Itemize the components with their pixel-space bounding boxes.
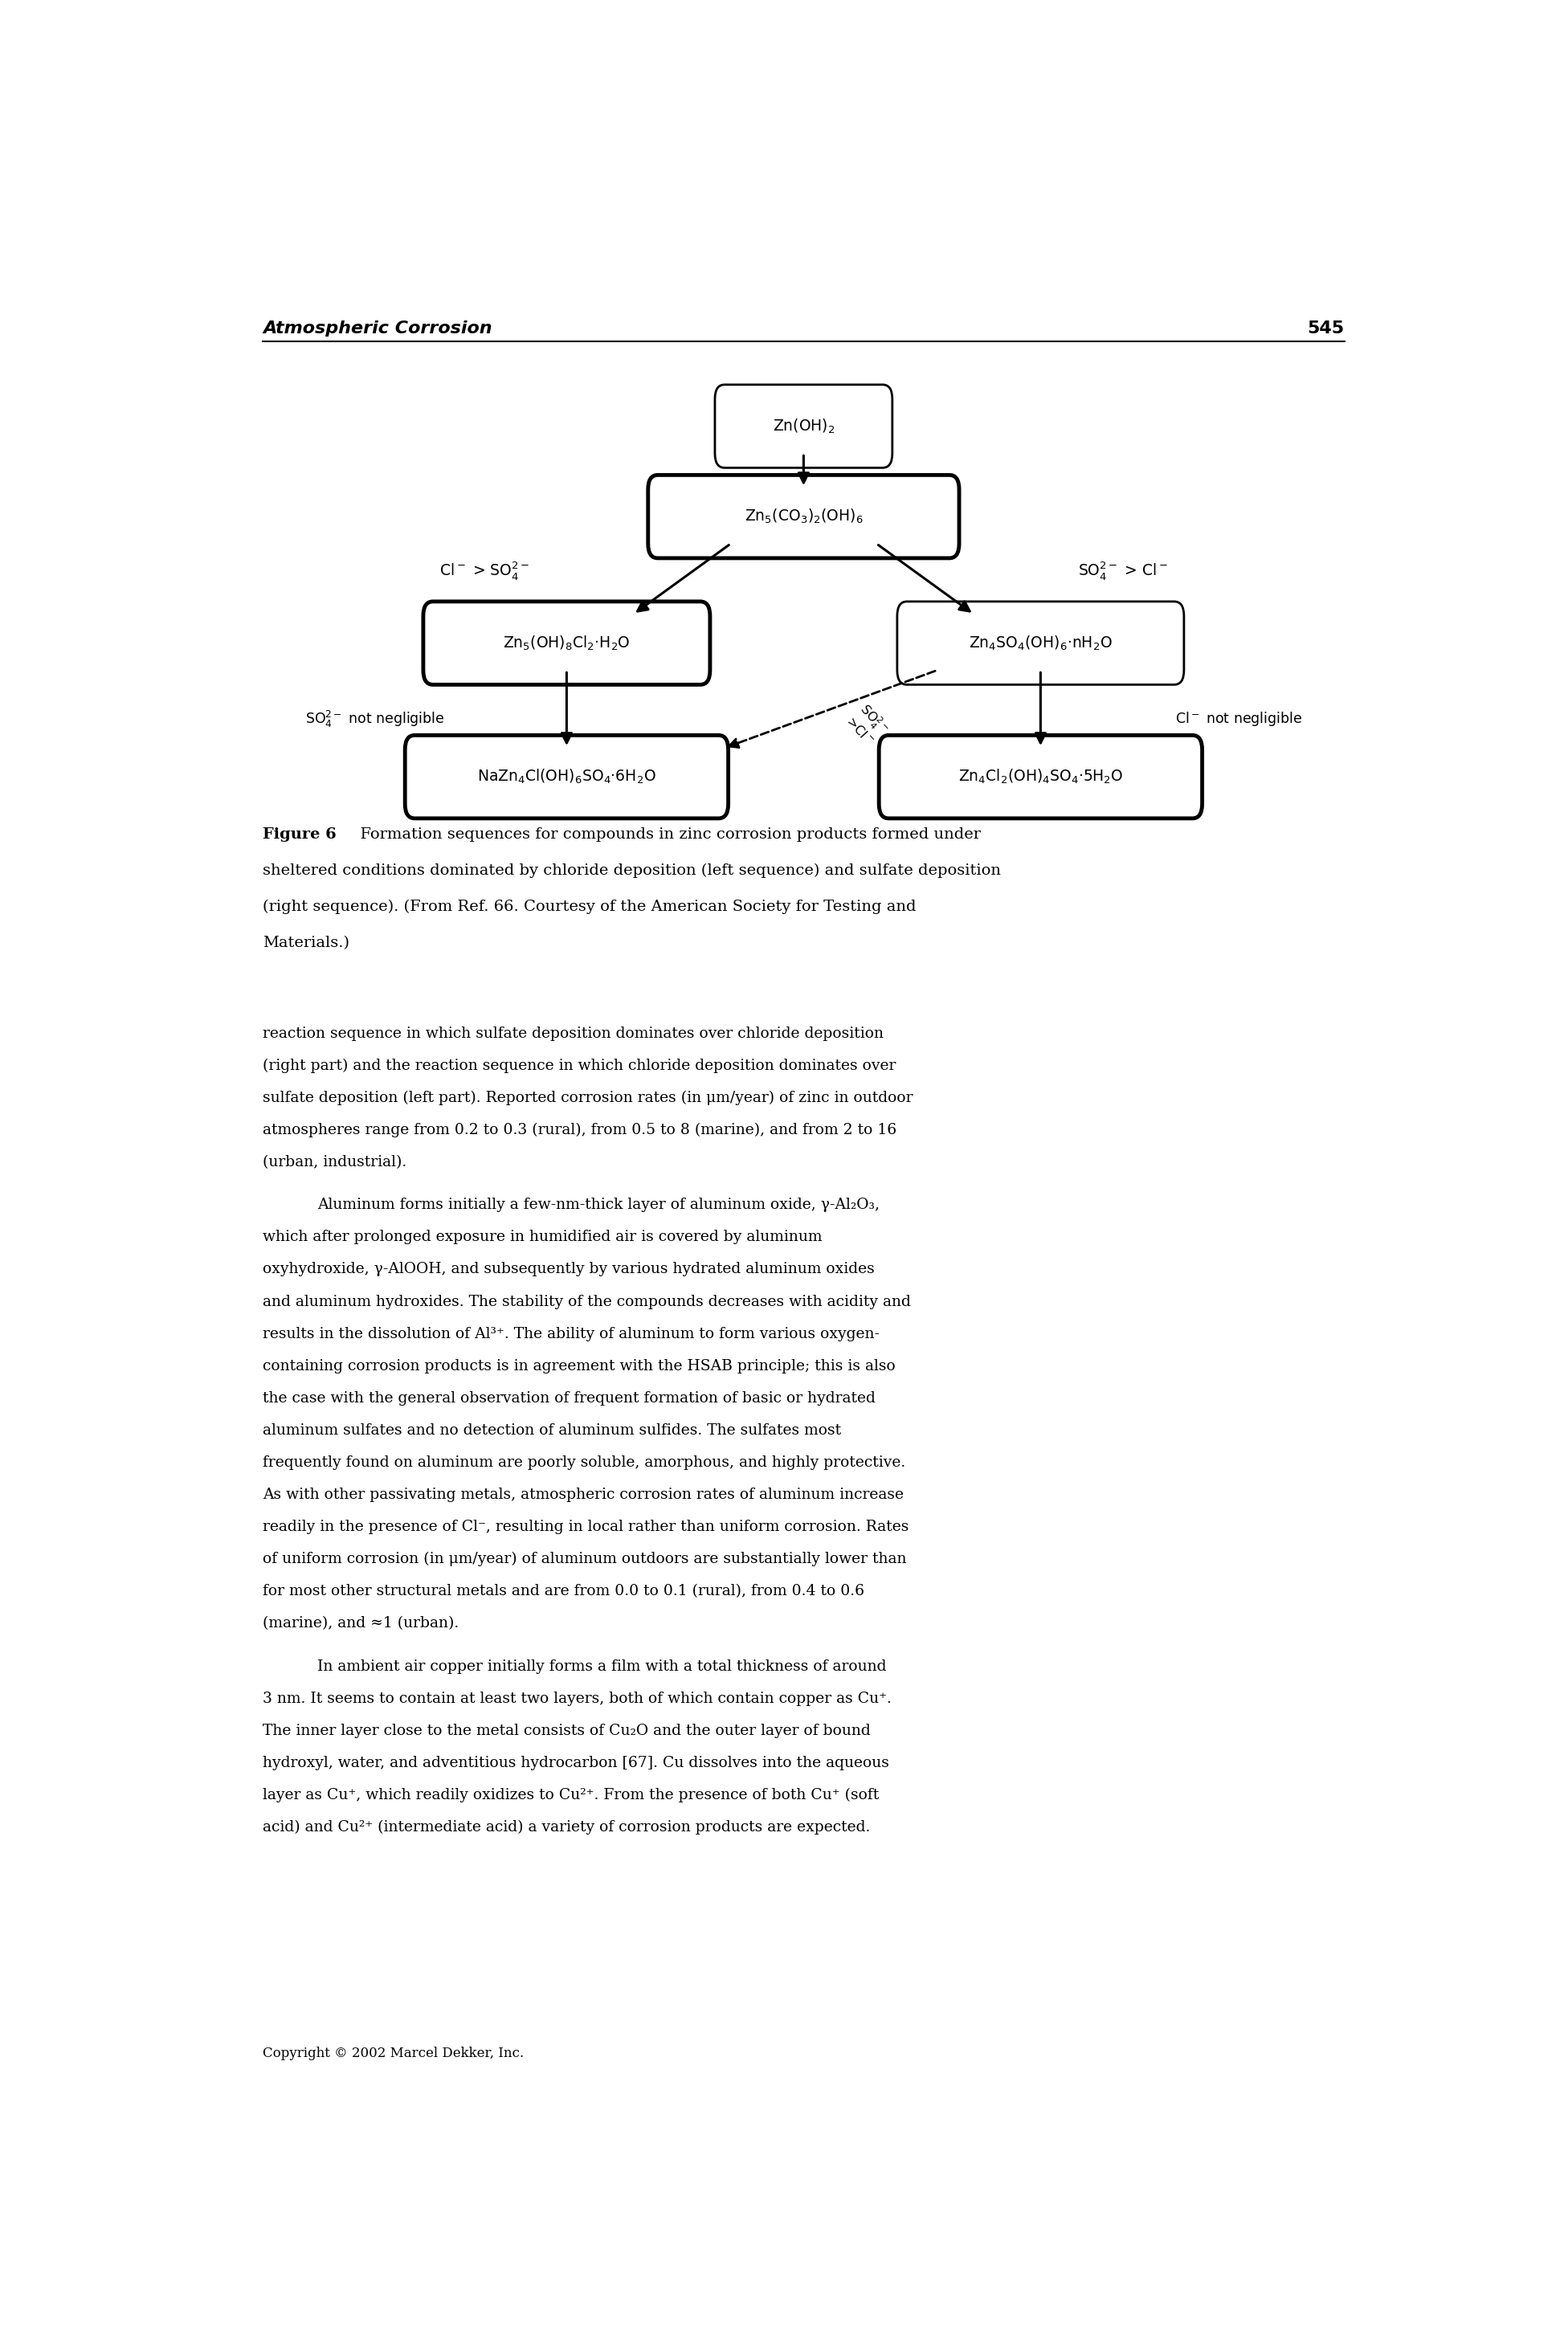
Text: Formation sequences for compounds in zinc corrosion products formed under: Formation sequences for compounds in zin…	[350, 828, 982, 843]
Text: and aluminum hydroxides. The stability of the compounds decreases with acidity a: and aluminum hydroxides. The stability o…	[263, 1296, 911, 1310]
Text: Cl$^-$ > SO$_4^{2-}$: Cl$^-$ > SO$_4^{2-}$	[439, 561, 528, 582]
Text: frequently found on aluminum are poorly soluble, amorphous, and highly protectiv: frequently found on aluminum are poorly …	[263, 1455, 906, 1469]
Text: aluminum sulfates and no detection of aluminum sulfides. The sulfates most: aluminum sulfates and no detection of al…	[263, 1422, 842, 1436]
Text: which after prolonged exposure in humidified air is covered by aluminum: which after prolonged exposure in humidi…	[263, 1230, 822, 1244]
FancyBboxPatch shape	[423, 601, 710, 685]
Text: 3 nm. It seems to contain at least two layers, both of which contain copper as C: 3 nm. It seems to contain at least two l…	[263, 1692, 892, 1706]
Text: Zn$_4$SO$_4$(OH)$_6$·nH$_2$O: Zn$_4$SO$_4$(OH)$_6$·nH$_2$O	[969, 634, 1112, 652]
Text: containing corrosion products is in agreement with the HSAB principle; this is a: containing corrosion products is in agre…	[263, 1359, 895, 1373]
Text: atmospheres range from 0.2 to 0.3 (rural), from 0.5 to 8 (marine), and from 2 to: atmospheres range from 0.2 to 0.3 (rural…	[263, 1122, 897, 1138]
Text: Zn$_4$Cl$_2$(OH)$_4$SO$_4$·5H$_2$O: Zn$_4$Cl$_2$(OH)$_4$SO$_4$·5H$_2$O	[958, 767, 1123, 786]
Text: (marine), and ≈1 (urban).: (marine), and ≈1 (urban).	[263, 1617, 459, 1631]
Text: oxyhydroxide, γ-AlOOH, and subsequently by various hydrated aluminum oxides: oxyhydroxide, γ-AlOOH, and subsequently …	[263, 1263, 875, 1277]
Text: Atmospheric Corrosion: Atmospheric Corrosion	[263, 322, 492, 336]
Text: SO$_4^{2-}$ > Cl$^-$: SO$_4^{2-}$ > Cl$^-$	[1079, 561, 1168, 582]
Text: Zn(OH)$_2$: Zn(OH)$_2$	[773, 418, 834, 434]
Text: of uniform corrosion (in μm/year) of aluminum outdoors are substantially lower t: of uniform corrosion (in μm/year) of alu…	[263, 1551, 906, 1565]
Text: Zn$_5$(CO$_3$)$_2$(OH)$_6$: Zn$_5$(CO$_3$)$_2$(OH)$_6$	[745, 507, 862, 526]
Text: (right part) and the reaction sequence in which chloride deposition dominates ov: (right part) and the reaction sequence i…	[263, 1058, 897, 1073]
Text: The inner layer close to the metal consists of Cu₂O and the outer layer of bound: The inner layer close to the metal consi…	[263, 1723, 870, 1737]
Text: Cl$^-$ not negligible: Cl$^-$ not negligible	[1174, 711, 1301, 728]
Text: sulfate deposition (left part). Reported corrosion rates (in μm/year) of zinc in: sulfate deposition (left part). Reported…	[263, 1091, 913, 1105]
Text: reaction sequence in which sulfate deposition dominates over chloride deposition: reaction sequence in which sulfate depos…	[263, 1026, 884, 1040]
FancyBboxPatch shape	[897, 601, 1184, 685]
Text: SO$_4^{2-}$ not negligible: SO$_4^{2-}$ not negligible	[306, 709, 445, 730]
Text: (urban, industrial).: (urban, industrial).	[263, 1155, 406, 1169]
Text: sheltered conditions dominated by chloride deposition (left sequence) and sulfat: sheltered conditions dominated by chlori…	[263, 864, 1000, 878]
Text: hydroxyl, water, and adventitious hydrocarbon [67]. Cu dissolves into the aqueou: hydroxyl, water, and adventitious hydroc…	[263, 1756, 889, 1770]
Text: (right sequence). (From Ref. 66. Courtesy of the American Society for Testing an: (right sequence). (From Ref. 66. Courtes…	[263, 899, 916, 915]
Text: Materials.): Materials.)	[263, 936, 350, 951]
Text: In ambient air copper initially forms a film with a total thickness of around: In ambient air copper initially forms a …	[317, 1659, 886, 1673]
Text: acid) and Cu²⁺ (intermediate acid) a variety of corrosion products are expected.: acid) and Cu²⁺ (intermediate acid) a var…	[263, 1819, 870, 1835]
Text: As with other passivating metals, atmospheric corrosion rates of aluminum increa: As with other passivating metals, atmosp…	[263, 1488, 903, 1502]
Text: layer as Cu⁺, which readily oxidizes to Cu²⁺. From the presence of both Cu⁺ (sof: layer as Cu⁺, which readily oxidizes to …	[263, 1788, 880, 1802]
Text: Figure 6: Figure 6	[263, 828, 337, 843]
Text: the case with the general observation of frequent formation of basic or hydrated: the case with the general observation of…	[263, 1392, 875, 1406]
Text: 545: 545	[1308, 322, 1344, 336]
Text: Copyright © 2002 Marcel Dekker, Inc.: Copyright © 2002 Marcel Dekker, Inc.	[263, 2047, 524, 2061]
Text: Zn$_5$(OH)$_8$Cl$_2$·H$_2$O: Zn$_5$(OH)$_8$Cl$_2$·H$_2$O	[503, 634, 630, 652]
FancyBboxPatch shape	[405, 735, 728, 819]
Text: SO$_4^{2-}$
>Cl$^-$: SO$_4^{2-}$ >Cl$^-$	[844, 699, 891, 749]
Text: readily in the presence of Cl⁻, resulting in local rather than uniform corrosion: readily in the presence of Cl⁻, resultin…	[263, 1519, 909, 1535]
FancyBboxPatch shape	[715, 385, 892, 467]
FancyBboxPatch shape	[880, 735, 1203, 819]
Text: for most other structural metals and are from 0.0 to 0.1 (rural), from 0.4 to 0.: for most other structural metals and are…	[263, 1584, 864, 1598]
FancyBboxPatch shape	[648, 474, 960, 559]
Text: results in the dissolution of Al³⁺. The ability of aluminum to form various oxyg: results in the dissolution of Al³⁺. The …	[263, 1326, 880, 1340]
Text: Aluminum forms initially a few-nm-thick layer of aluminum oxide, γ-Al₂O₃,: Aluminum forms initially a few-nm-thick …	[317, 1197, 880, 1213]
Text: NaZn$_4$Cl(OH)$_6$SO$_4$·6H$_2$O: NaZn$_4$Cl(OH)$_6$SO$_4$·6H$_2$O	[477, 767, 655, 786]
